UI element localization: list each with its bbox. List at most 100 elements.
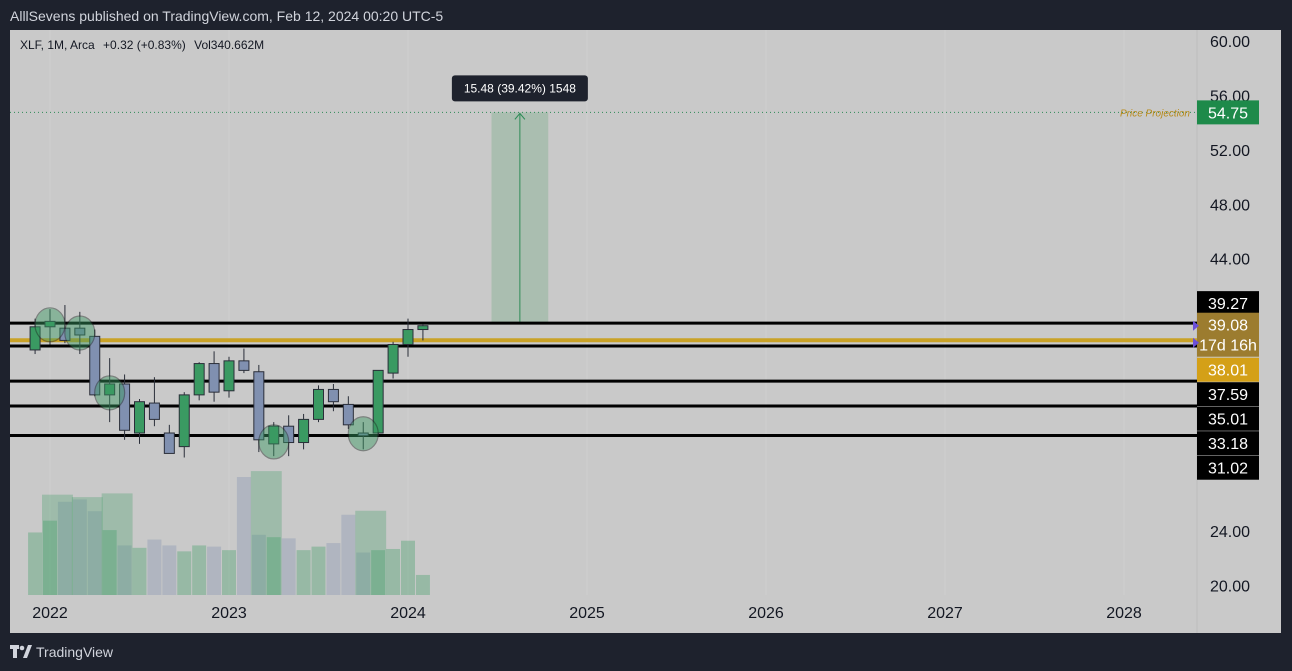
candle-body [208, 363, 220, 393]
level-badge: 33.18 [1208, 436, 1248, 453]
candle-body [119, 383, 131, 431]
chart-frame[interactable]: Price Projection 15.48 (39.42%) 1548 60.00… [10, 30, 1281, 633]
volume-highlight [101, 493, 133, 595]
volume-bar [415, 574, 430, 595]
candle-body [253, 371, 265, 441]
candle-body [178, 394, 190, 448]
level-badge: 37.59 [1208, 387, 1248, 404]
candle-body [104, 383, 116, 396]
volume-bar [177, 551, 192, 595]
volume-bar [28, 532, 43, 595]
volume-bar [72, 499, 87, 595]
projection-label: 15.48 (39.42%) 1548 [464, 81, 576, 95]
projection-target-text: Price Projection [1120, 108, 1190, 119]
x-tick-label: 2024 [390, 605, 426, 622]
highlight-circle [258, 424, 290, 460]
volume-highlight [250, 471, 282, 595]
candle-body [59, 327, 71, 341]
tradingview-brand[interactable]: TradingView [36, 644, 114, 660]
candle-body [402, 329, 414, 346]
candle-body [313, 388, 324, 420]
volume-bar [207, 546, 222, 595]
countdown-badge: 17d 16h [1199, 338, 1257, 355]
candle-body [74, 327, 86, 336]
x-tick-label: 2023 [211, 605, 247, 622]
volume-bar [356, 552, 371, 595]
symbol-legend: XLF, 1M, Arca +0.32 (+0.83%) Vol340.662M [20, 38, 269, 52]
candle-body [223, 360, 235, 392]
projection-arrow-head [514, 112, 526, 120]
x-tick-label: 2022 [32, 605, 68, 622]
volume-bar [401, 540, 415, 595]
candle-body [193, 363, 205, 396]
level-badge-bg [1197, 291, 1259, 316]
publish-header: AlllSevens published on TradingView.com,… [0, 0, 1292, 30]
candle-body [134, 401, 145, 434]
candle-body [163, 432, 175, 454]
highlight-circle [347, 416, 379, 452]
level-badge: 39.27 [1208, 296, 1248, 313]
volume-bar [132, 547, 147, 595]
highlight-circle [94, 375, 126, 411]
volume-bar [266, 537, 281, 595]
candle-body [89, 335, 101, 396]
symbol-info: XLF, 1M, Arca [20, 38, 95, 52]
candle-body [387, 344, 399, 374]
candle-body [327, 388, 339, 403]
y-tick-label: 52.00 [1210, 143, 1250, 160]
price-change: +0.32 (+0.83%) [103, 38, 186, 52]
price-chart[interactable]: Price Projection 15.48 (39.42%) 1548 60.00… [10, 30, 1281, 633]
level-badge-bg [1197, 382, 1259, 407]
volume-bar [117, 545, 132, 595]
highlight-circle [34, 307, 66, 343]
current-price-badge-bg [1197, 312, 1259, 357]
volume-bar [102, 530, 117, 595]
level-badge-bg [1197, 406, 1259, 431]
volume-bar [236, 477, 251, 595]
candle-body [342, 403, 354, 426]
volume-bar [87, 511, 102, 595]
y-tick-label: 20.00 [1210, 578, 1250, 595]
volume-bar [371, 550, 386, 595]
level-badge: 31.02 [1208, 461, 1248, 478]
footer: TradingView [0, 634, 1292, 671]
volume-bar [311, 546, 326, 595]
volume-highlight [355, 510, 387, 595]
candle-body [44, 320, 56, 328]
volume-bar [386, 548, 401, 595]
candle-body [29, 326, 41, 351]
volume-bar [147, 539, 162, 595]
projection-label-bg [451, 75, 588, 102]
candle-body [357, 432, 369, 437]
level-badge-bg [1197, 455, 1259, 480]
projection-target-badge-bg [1197, 100, 1259, 125]
highlight-circle [64, 315, 96, 351]
x-tick-label: 2026 [748, 605, 784, 622]
current-price-badge: 39.08 [1208, 318, 1248, 335]
y-tick-label: 44.00 [1210, 252, 1250, 269]
volume-highlight [71, 497, 103, 595]
x-tick-label: 2025 [569, 605, 605, 622]
current-price-marker-icon [1193, 337, 1199, 348]
volume-bar [341, 514, 356, 595]
volume-highlight [42, 494, 73, 595]
projection-target-badge: 54.75 [1208, 105, 1248, 122]
tradingview-logo-icon[interactable] [10, 645, 32, 659]
volume-bar [296, 550, 311, 595]
candle-body [417, 325, 429, 331]
x-tick-label: 2027 [927, 605, 963, 622]
volume-bar [222, 550, 236, 595]
y-tick-label: 48.00 [1210, 197, 1250, 214]
candle-body [268, 425, 280, 445]
volume-bar [281, 538, 296, 595]
level-badge: 38.01 [1208, 363, 1248, 380]
publish-text: AlllSevens published on TradingView.com,… [10, 8, 444, 24]
volume-bar [57, 501, 72, 595]
y-tick-label: 60.00 [1210, 34, 1250, 51]
current-price-marker-icon [1193, 320, 1199, 331]
y-tick-label: 24.00 [1210, 524, 1250, 541]
candle-body [283, 425, 295, 444]
x-tick-label: 2028 [1106, 605, 1142, 622]
volume-bar [192, 545, 207, 595]
volume-bar [326, 543, 341, 595]
